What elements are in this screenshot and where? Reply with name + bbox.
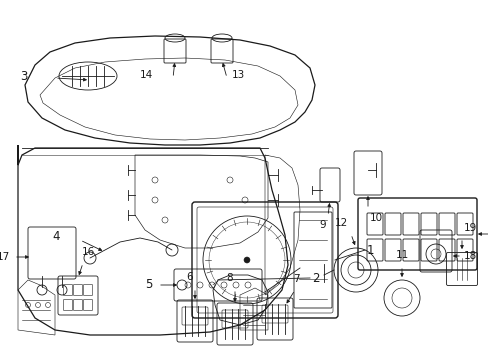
- Text: 14: 14: [140, 70, 153, 80]
- Text: 13: 13: [231, 70, 245, 80]
- Text: 5: 5: [145, 279, 153, 292]
- Text: 7: 7: [292, 274, 299, 284]
- Text: 2: 2: [311, 271, 319, 284]
- Text: 1: 1: [366, 243, 374, 256]
- Text: 6: 6: [186, 272, 193, 282]
- Text: 18: 18: [463, 251, 476, 261]
- Text: 19: 19: [463, 223, 476, 233]
- Circle shape: [244, 257, 249, 263]
- Text: 17: 17: [0, 252, 10, 262]
- Text: 9: 9: [319, 220, 325, 230]
- Text: 4: 4: [52, 230, 60, 243]
- Text: 12: 12: [334, 218, 347, 228]
- Text: 11: 11: [395, 250, 408, 260]
- Text: 16: 16: [82, 247, 95, 257]
- Text: 3: 3: [20, 69, 27, 82]
- Text: 10: 10: [369, 213, 382, 223]
- Text: 8: 8: [226, 273, 232, 283]
